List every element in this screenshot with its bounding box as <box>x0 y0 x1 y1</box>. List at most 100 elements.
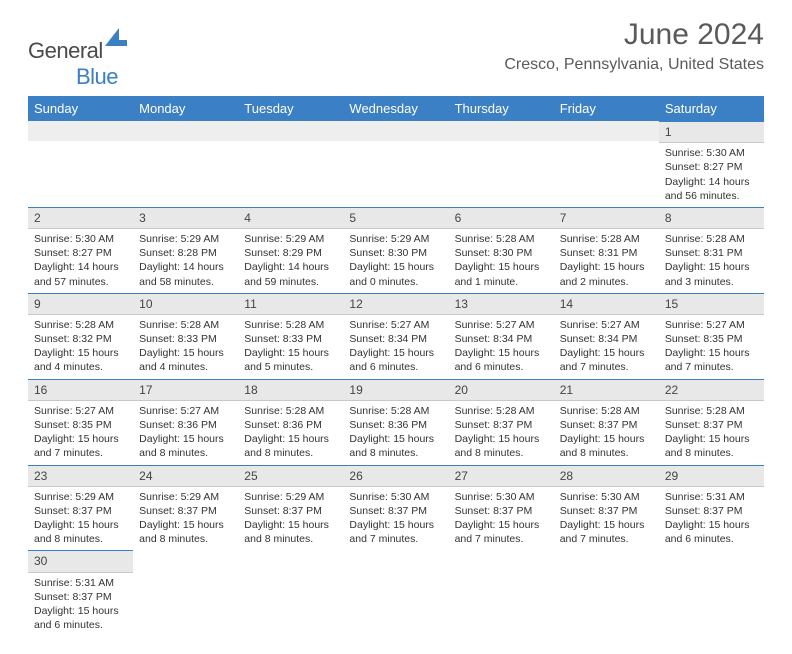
sunrise-text: Sunrise: 5:31 AM <box>665 490 758 504</box>
sunrise-text: Sunrise: 5:27 AM <box>34 404 127 418</box>
sunset-text: Sunset: 8:30 PM <box>349 246 442 260</box>
daylight-text: Daylight: 15 hours and 7 minutes. <box>560 346 653 374</box>
day-number: 22 <box>659 379 764 401</box>
calendar-cell: 30Sunrise: 5:31 AMSunset: 8:37 PMDayligh… <box>28 550 133 636</box>
day-number: 15 <box>659 293 764 315</box>
daylight-text: Daylight: 15 hours and 0 minutes. <box>349 260 442 288</box>
day-number <box>343 121 448 141</box>
sunrise-text: Sunrise: 5:30 AM <box>34 232 127 246</box>
logo-text-general: General <box>28 38 103 63</box>
title-block: June 2024 Cresco, Pennsylvania, United S… <box>504 18 764 74</box>
calendar-cell: 28Sunrise: 5:30 AMSunset: 8:37 PMDayligh… <box>554 465 659 551</box>
day-number: 2 <box>28 207 133 229</box>
calendar-cell: 6Sunrise: 5:28 AMSunset: 8:30 PMDaylight… <box>449 207 554 293</box>
sunset-text: Sunset: 8:34 PM <box>349 332 442 346</box>
day-number <box>28 121 133 141</box>
calendar-row: 2Sunrise: 5:30 AMSunset: 8:27 PMDaylight… <box>28 207 764 293</box>
daylight-text: Daylight: 15 hours and 6 minutes. <box>455 346 548 374</box>
sunset-text: Sunset: 8:30 PM <box>455 246 548 260</box>
day-detail <box>343 573 448 580</box>
calendar-cell: 11Sunrise: 5:28 AMSunset: 8:33 PMDayligh… <box>238 293 343 379</box>
calendar-cell: 19Sunrise: 5:28 AMSunset: 8:36 PMDayligh… <box>343 379 448 465</box>
sunset-text: Sunset: 8:37 PM <box>139 504 232 518</box>
calendar-cell <box>133 121 238 207</box>
sunset-text: Sunset: 8:37 PM <box>244 504 337 518</box>
day-detail: Sunrise: 5:27 AMSunset: 8:34 PMDaylight:… <box>343 315 448 379</box>
sunrise-text: Sunrise: 5:29 AM <box>139 232 232 246</box>
calendar-cell <box>238 550 343 636</box>
day-number: 28 <box>554 465 659 487</box>
weekday-header: Friday <box>554 96 659 121</box>
sunrise-text: Sunrise: 5:30 AM <box>455 490 548 504</box>
day-number: 26 <box>343 465 448 487</box>
day-number: 19 <box>343 379 448 401</box>
weekday-header: Saturday <box>659 96 764 121</box>
sunrise-text: Sunrise: 5:29 AM <box>34 490 127 504</box>
day-number: 24 <box>133 465 238 487</box>
calendar-cell <box>554 550 659 636</box>
calendar-cell: 18Sunrise: 5:28 AMSunset: 8:36 PMDayligh… <box>238 379 343 465</box>
day-detail: Sunrise: 5:28 AMSunset: 8:37 PMDaylight:… <box>659 401 764 465</box>
sunrise-text: Sunrise: 5:28 AM <box>560 232 653 246</box>
calendar-cell: 22Sunrise: 5:28 AMSunset: 8:37 PMDayligh… <box>659 379 764 465</box>
day-number <box>449 121 554 141</box>
calendar-cell: 10Sunrise: 5:28 AMSunset: 8:33 PMDayligh… <box>133 293 238 379</box>
sunrise-text: Sunrise: 5:27 AM <box>455 318 548 332</box>
daylight-text: Daylight: 15 hours and 7 minutes. <box>665 346 758 374</box>
day-detail: Sunrise: 5:27 AMSunset: 8:35 PMDaylight:… <box>28 401 133 465</box>
day-detail: Sunrise: 5:30 AMSunset: 8:37 PMDaylight:… <box>554 487 659 551</box>
day-number: 10 <box>133 293 238 315</box>
daylight-text: Daylight: 15 hours and 4 minutes. <box>139 346 232 374</box>
weekday-header-row: Sunday Monday Tuesday Wednesday Thursday… <box>28 96 764 121</box>
daylight-text: Daylight: 15 hours and 2 minutes. <box>560 260 653 288</box>
day-number: 30 <box>28 550 133 572</box>
calendar-cell: 29Sunrise: 5:31 AMSunset: 8:37 PMDayligh… <box>659 465 764 551</box>
daylight-text: Daylight: 15 hours and 4 minutes. <box>34 346 127 374</box>
calendar-cell: 5Sunrise: 5:29 AMSunset: 8:30 PMDaylight… <box>343 207 448 293</box>
day-detail <box>449 573 554 580</box>
calendar-cell: 3Sunrise: 5:29 AMSunset: 8:28 PMDaylight… <box>133 207 238 293</box>
day-detail <box>659 573 764 580</box>
day-number: 9 <box>28 293 133 315</box>
day-detail: Sunrise: 5:28 AMSunset: 8:33 PMDaylight:… <box>238 315 343 379</box>
sunset-text: Sunset: 8:33 PM <box>244 332 337 346</box>
day-detail <box>238 573 343 580</box>
day-number <box>554 121 659 141</box>
weekday-header: Thursday <box>449 96 554 121</box>
day-number: 14 <box>554 293 659 315</box>
day-number: 29 <box>659 465 764 487</box>
day-number: 1 <box>659 121 764 143</box>
daylight-text: Daylight: 15 hours and 8 minutes. <box>244 432 337 460</box>
daylight-text: Daylight: 14 hours and 58 minutes. <box>139 260 232 288</box>
logo-sail-icon <box>105 28 127 46</box>
day-number: 3 <box>133 207 238 229</box>
day-detail: Sunrise: 5:30 AMSunset: 8:37 PMDaylight:… <box>449 487 554 551</box>
sunrise-text: Sunrise: 5:28 AM <box>455 232 548 246</box>
day-number: 12 <box>343 293 448 315</box>
day-detail: Sunrise: 5:31 AMSunset: 8:37 PMDaylight:… <box>659 487 764 551</box>
day-number: 20 <box>449 379 554 401</box>
sunrise-text: Sunrise: 5:29 AM <box>139 490 232 504</box>
daylight-text: Daylight: 15 hours and 6 minutes. <box>349 346 442 374</box>
day-number: 17 <box>133 379 238 401</box>
day-detail <box>238 141 343 148</box>
day-detail: Sunrise: 5:27 AMSunset: 8:34 PMDaylight:… <box>449 315 554 379</box>
calendar-row: 1Sunrise: 5:30 AMSunset: 8:27 PMDaylight… <box>28 121 764 207</box>
daylight-text: Daylight: 15 hours and 7 minutes. <box>349 518 442 546</box>
day-detail <box>133 573 238 580</box>
calendar-cell <box>238 121 343 207</box>
sunset-text: Sunset: 8:29 PM <box>244 246 337 260</box>
weekday-header: Sunday <box>28 96 133 121</box>
day-detail: Sunrise: 5:29 AMSunset: 8:29 PMDaylight:… <box>238 229 343 293</box>
sunrise-text: Sunrise: 5:27 AM <box>349 318 442 332</box>
daylight-text: Daylight: 15 hours and 6 minutes. <box>34 604 127 632</box>
daylight-text: Daylight: 15 hours and 8 minutes. <box>560 432 653 460</box>
logo: GeneralBlue <box>28 28 127 90</box>
sunrise-text: Sunrise: 5:28 AM <box>34 318 127 332</box>
calendar-row: 30Sunrise: 5:31 AMSunset: 8:37 PMDayligh… <box>28 550 764 636</box>
sunset-text: Sunset: 8:37 PM <box>665 418 758 432</box>
day-detail: Sunrise: 5:30 AMSunset: 8:37 PMDaylight:… <box>343 487 448 551</box>
calendar-cell: 25Sunrise: 5:29 AMSunset: 8:37 PMDayligh… <box>238 465 343 551</box>
day-detail <box>554 141 659 148</box>
weekday-header: Tuesday <box>238 96 343 121</box>
